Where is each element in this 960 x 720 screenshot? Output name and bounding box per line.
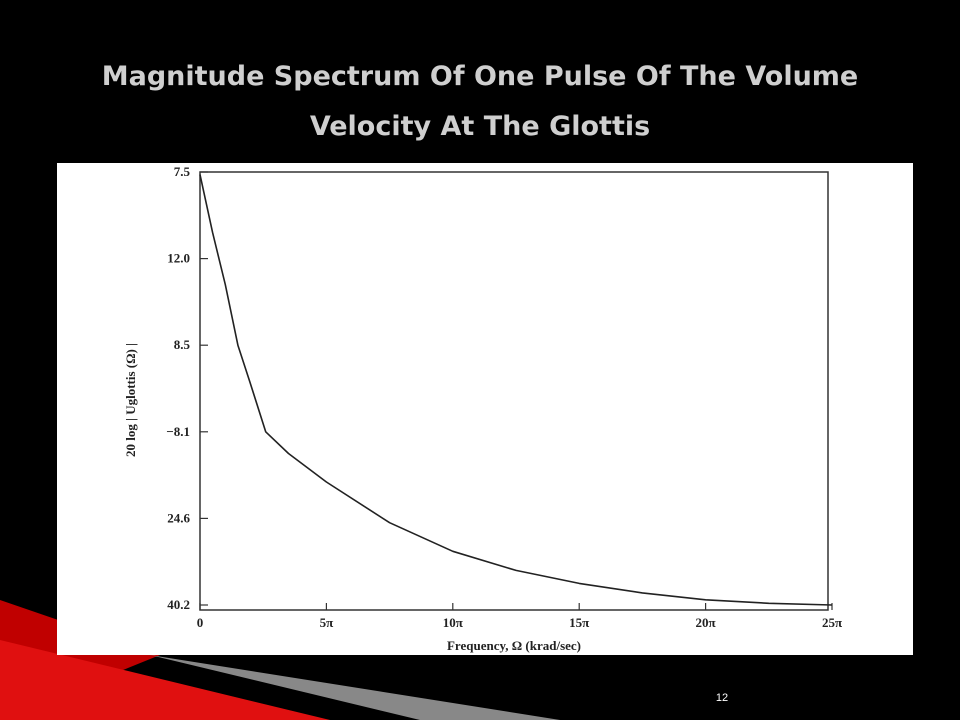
y-tick-label: 12.0 [167,251,190,266]
chart-image [57,163,913,655]
y-axis-label: 20 log | Uglottis (Ω) | [123,343,138,457]
x-tick-label: 10π [443,615,463,630]
x-tick-label: 25π [822,615,842,630]
slide-title: Velocity At The Glottis [310,111,650,142]
x-tick-label: 20π [696,615,716,630]
line [199,174,833,606]
x-tick-label: 0 [197,615,204,630]
plot-frame [199,171,829,611]
y-tick-label: 24.6 [167,510,190,525]
x-tick-label: 5π [320,615,334,630]
y-tick-label: 8.5 [174,337,191,352]
x-tick-label: 15π [569,615,589,630]
page-number: 12 [716,692,728,704]
y-tick-label: 40.2 [167,597,190,612]
x-axis-label: Frequency, Ω (krad/sec) [447,638,581,653]
slide-title: Magnitude Spectrum Of One Pulse Of The V… [102,61,859,92]
y-tick-label: −8.1 [166,424,190,439]
decoration [0,640,330,720]
decoration [150,655,560,720]
y-tick-label: 7.5 [174,164,191,179]
